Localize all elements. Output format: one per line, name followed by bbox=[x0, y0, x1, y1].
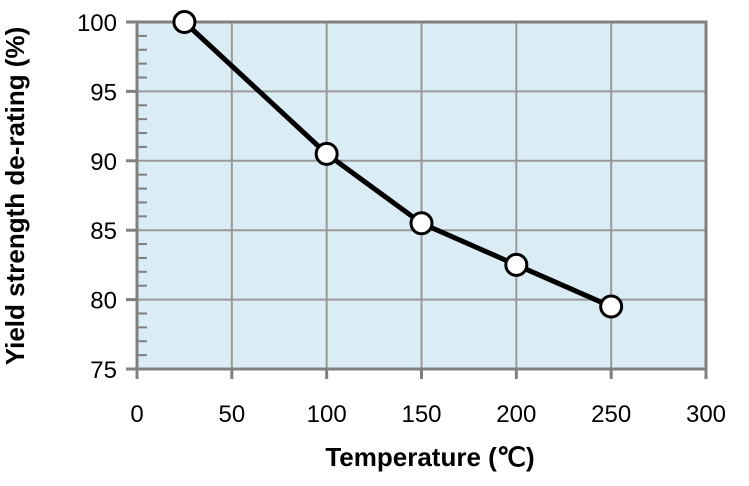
data-point-marker bbox=[599, 294, 624, 319]
chart-plot-group: 0 50 100 150 200 250 300 75 80 85 90 95 100 bbox=[77, 10, 726, 428]
y-tick-label: 95 bbox=[90, 79, 117, 106]
data-point-marker bbox=[504, 252, 529, 277]
data-point-marker bbox=[314, 141, 339, 166]
x-tick-label: 200 bbox=[496, 401, 536, 428]
x-axis-title: Temperature (℃) bbox=[325, 442, 534, 472]
y-tick-label: 100 bbox=[77, 10, 117, 37]
data-point-marker bbox=[409, 211, 434, 236]
x-tick-label: 0 bbox=[130, 401, 143, 428]
data-point-marker bbox=[172, 10, 197, 34]
x-tick-label: 100 bbox=[307, 401, 347, 428]
y-axis-title: Yield strength de-rating (%) bbox=[0, 27, 30, 366]
x-tick-label: 50 bbox=[218, 401, 245, 428]
y-tick-label: 85 bbox=[90, 218, 117, 245]
y-tick-label: 90 bbox=[90, 149, 117, 176]
x-tick-label: 150 bbox=[401, 401, 441, 428]
y-tick-label: 75 bbox=[90, 357, 117, 384]
y-tick-label: 80 bbox=[90, 288, 117, 315]
x-tick-label: 250 bbox=[591, 401, 631, 428]
x-tick-label: 300 bbox=[686, 401, 726, 428]
